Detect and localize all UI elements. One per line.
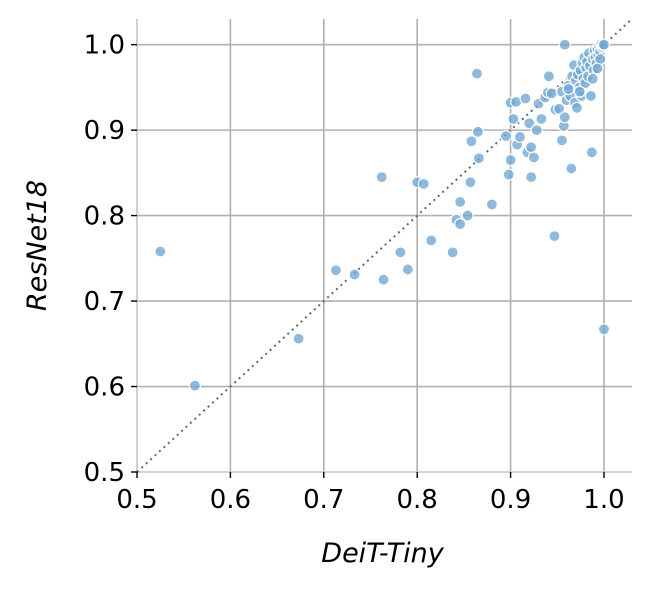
scatter-point xyxy=(553,102,566,115)
scatter-point xyxy=(394,246,407,259)
y-tick-label: 0.5 xyxy=(84,458,125,488)
scatter-point xyxy=(586,72,599,85)
scatter-point xyxy=(591,62,604,75)
scatter-point xyxy=(527,151,541,164)
scatter-point xyxy=(555,134,569,147)
scatter-point xyxy=(597,38,611,51)
x-tick-label: 0.6 xyxy=(210,485,251,515)
y-tick-label: 1.0 xyxy=(84,31,125,61)
x-axis-ticks: 0.5 0.6 0.7 0.8 0.9 1.0 xyxy=(116,472,625,515)
scatter-point xyxy=(507,112,520,126)
scatter-point xyxy=(523,117,536,130)
x-tick-label: 0.7 xyxy=(303,485,344,515)
scatter-point xyxy=(545,87,558,100)
scatter-point xyxy=(535,112,548,126)
scatter-point xyxy=(548,229,561,243)
scatter-point xyxy=(417,177,430,191)
scatter-point xyxy=(401,263,414,276)
scatter-point xyxy=(375,171,388,184)
scatter-point xyxy=(292,332,305,345)
scatter-point xyxy=(558,38,571,51)
scatter-point xyxy=(188,379,202,392)
x-tick-label: 0.5 xyxy=(116,485,157,515)
y-tick-label: 0.8 xyxy=(84,202,125,232)
scatter-point xyxy=(446,246,459,259)
scatter-point xyxy=(454,218,467,231)
scatter-point xyxy=(461,209,474,222)
scatter-point xyxy=(465,135,478,148)
x-tick-label: 0.9 xyxy=(490,485,531,515)
scatter-point xyxy=(525,171,538,184)
scatter-point xyxy=(584,89,598,103)
scatter-point xyxy=(470,67,484,80)
scatter-point xyxy=(558,111,571,124)
scatter-point xyxy=(464,176,477,189)
x-tick-label: 0.8 xyxy=(397,485,438,515)
scatter-point xyxy=(154,245,167,258)
identity-reference-line xyxy=(136,18,633,473)
scatter-point xyxy=(499,129,513,143)
scatter-point xyxy=(454,195,467,209)
scatter-point xyxy=(485,198,499,211)
scatter-point xyxy=(597,323,611,336)
data-points xyxy=(154,38,611,392)
y-axis-ticks: 0.5 0.6 0.7 0.8 0.9 1.0 xyxy=(84,31,137,488)
scatter-point xyxy=(425,234,438,247)
x-axis-label: DeiT-Tiny xyxy=(321,538,444,569)
scatter-point xyxy=(573,85,586,98)
scatter-point xyxy=(348,268,361,281)
scatter-point xyxy=(525,141,538,154)
scatter-point xyxy=(471,125,484,138)
y-tick-label: 0.7 xyxy=(84,287,125,317)
scatter-point xyxy=(377,273,390,286)
scatter-point xyxy=(562,82,575,96)
scatter-point xyxy=(504,153,517,167)
x-tick-label: 1.0 xyxy=(583,485,624,515)
scatter-point xyxy=(570,101,583,114)
scatter-point xyxy=(502,168,515,181)
scatter-point xyxy=(513,130,527,144)
scatter-point xyxy=(472,152,485,165)
scatter-point xyxy=(542,70,555,83)
scatter-point xyxy=(585,146,598,159)
scatter-point xyxy=(329,264,343,277)
y-tick-label: 0.9 xyxy=(84,116,125,146)
y-tick-label: 0.6 xyxy=(84,373,125,403)
scatter-point xyxy=(519,92,532,105)
scatter-point xyxy=(530,124,543,137)
scatter-point xyxy=(565,162,578,175)
y-axis-label: ResNet18 xyxy=(22,180,53,311)
